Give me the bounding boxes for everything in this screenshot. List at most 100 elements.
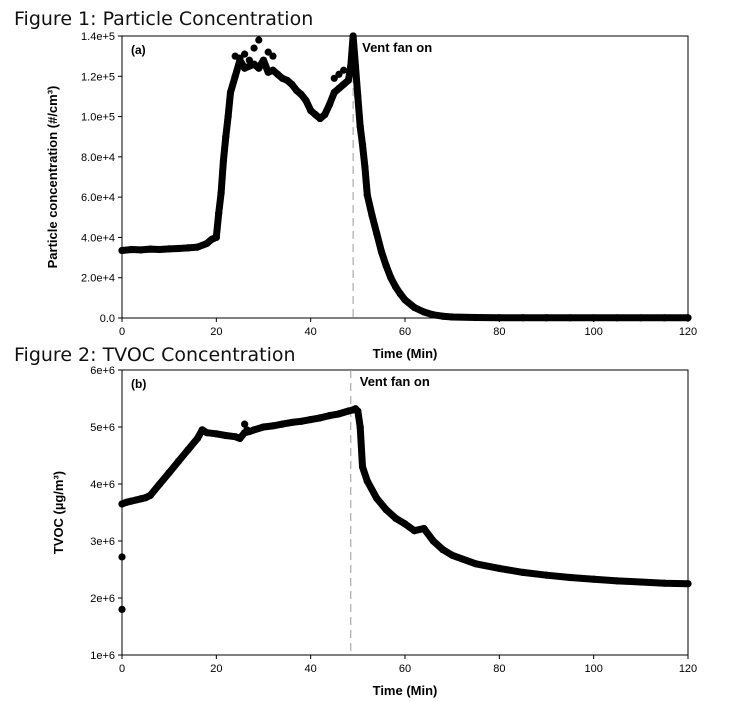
outlier-point: [255, 36, 263, 44]
y-tick-label: 6.0e+4: [81, 192, 115, 204]
figure-2-title: Figure 2: TVOC Concentration: [14, 344, 296, 366]
x-tick-label: 60: [399, 663, 411, 675]
data-point: [156, 480, 164, 488]
data-point: [420, 308, 428, 316]
data-point: [542, 314, 551, 322]
x-tick-label: 80: [493, 326, 505, 338]
data-point: [377, 247, 386, 256]
x-tick-label: 120: [679, 326, 697, 338]
y-tick-label: 4e+6: [90, 479, 115, 491]
data-point: [373, 229, 381, 237]
data-point: [292, 86, 301, 94]
data-point: [335, 84, 343, 92]
data-point: [330, 88, 338, 96]
outlier-point: [243, 426, 251, 434]
data-series-band: [118, 32, 692, 322]
y-tick-label: 8.0e+4: [81, 152, 115, 164]
outlier-point: [241, 50, 249, 58]
data-point: [269, 66, 277, 74]
x-tick-label: 40: [305, 326, 317, 338]
data-point: [363, 477, 371, 485]
data-point: [358, 141, 367, 149]
data-point: [316, 114, 324, 123]
y-axis-label: TVOC (µg/m³): [51, 471, 66, 554]
data-point: [495, 564, 503, 572]
data-point: [382, 506, 390, 514]
data-point: [410, 527, 419, 535]
data-point: [401, 296, 409, 304]
data-point: [401, 520, 409, 528]
data-point: [203, 429, 211, 437]
y-tick-label: 1e+6: [90, 650, 115, 662]
outlier-point: [340, 66, 348, 74]
data-point: [193, 434, 202, 442]
data-point: [226, 88, 235, 96]
data-point: [637, 578, 645, 586]
y-tick-label: 5e+6: [90, 422, 115, 434]
data-point: [448, 313, 456, 321]
data-point: [637, 314, 645, 322]
x-tick-label: 60: [399, 326, 411, 338]
outlier-point: [236, 54, 244, 62]
data-point: [396, 290, 404, 298]
data-point: [184, 446, 192, 454]
outlier-point: [241, 420, 249, 428]
data-point: [356, 123, 364, 131]
data-point: [212, 430, 220, 438]
x-tick-label: 0: [119, 663, 125, 675]
data-point: [566, 314, 574, 322]
data-point: [321, 110, 329, 119]
data-point: [193, 243, 202, 251]
y-tick-label: 2.0e+4: [81, 273, 115, 285]
outlier-point: [250, 44, 258, 52]
data-point: [250, 426, 258, 434]
data-point: [660, 579, 669, 587]
data-point: [391, 283, 400, 291]
data-point: [269, 422, 277, 430]
y-tick-label: 4.0e+4: [81, 232, 115, 244]
data-point: [472, 560, 480, 568]
data-point: [542, 571, 551, 579]
data-point: [175, 244, 183, 253]
data-point: [439, 545, 447, 554]
data-point: [495, 314, 503, 322]
data-point: [236, 434, 244, 442]
data-point: [274, 70, 282, 78]
vent-fan-annotation: Vent fan on: [360, 374, 430, 389]
outlier-point: [330, 74, 338, 82]
y-tick-label: 6e+6: [90, 365, 115, 377]
data-point: [439, 312, 447, 320]
data-point: [259, 423, 268, 431]
x-tick-label: 100: [584, 663, 602, 675]
plot-frame-1: [121, 35, 689, 319]
data-point: [613, 577, 621, 585]
data-point: [118, 246, 126, 255]
outlier-point: [118, 553, 126, 561]
data-point: [519, 568, 527, 576]
data-point: [255, 64, 263, 72]
data-point: [278, 420, 286, 428]
x-tick-label: 40: [305, 663, 317, 675]
data-point: [351, 62, 360, 70]
x-axis-label: Time (Min): [373, 346, 438, 361]
data-point: [429, 537, 437, 545]
panel-label: (a): [131, 43, 146, 57]
data-point: [373, 494, 381, 502]
x-tick-label: 100: [584, 326, 602, 338]
data-point: [217, 189, 225, 197]
x-axis-label: Time (Min): [373, 683, 438, 698]
x-tick-label: 0: [119, 326, 125, 338]
vent-fan-annotation: Vent fan on: [362, 40, 432, 55]
data-point: [297, 417, 305, 425]
data-point: [224, 112, 232, 121]
data-point: [429, 311, 437, 319]
data-point: [316, 414, 324, 422]
data-point: [382, 262, 390, 270]
y-tick-label: 1.2e+5: [81, 71, 115, 83]
data-point: [660, 314, 669, 322]
x-tick-label: 20: [210, 663, 222, 675]
x-tick-label: 120: [679, 663, 697, 675]
x-tick-label: 80: [493, 663, 505, 675]
data-point: [356, 423, 364, 431]
